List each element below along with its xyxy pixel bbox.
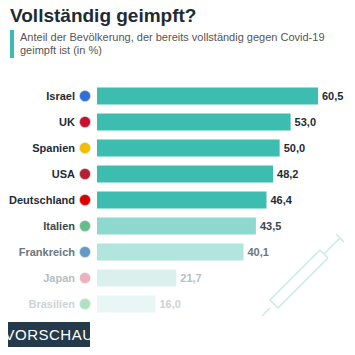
flag	[80, 143, 91, 154]
bar	[97, 270, 176, 287]
data-label: 40,1	[247, 246, 268, 258]
flag	[80, 273, 91, 284]
bar	[97, 166, 273, 183]
category-label: Israel	[46, 90, 75, 102]
subtitle: Anteil der Bevölkerung, der bereits voll…	[20, 31, 325, 56]
flag	[80, 299, 91, 310]
category-label: USA	[52, 168, 75, 180]
bar	[97, 140, 280, 157]
data-label: 48,2	[277, 168, 298, 180]
data-label: 21,7	[180, 272, 201, 284]
flag	[80, 195, 91, 206]
chart: Vollständig geimpft? Anteil der Bevölkeru…	[0, 0, 355, 355]
syringe-icon	[262, 234, 344, 316]
data-label: 46,4	[270, 194, 292, 206]
badge-text: VORSCHAU	[4, 326, 93, 343]
bar	[97, 114, 291, 131]
flag	[80, 91, 91, 102]
bar	[97, 218, 256, 235]
category-label: Deutschland	[9, 194, 75, 206]
data-label: 53,0	[295, 116, 316, 128]
category-label: Frankreich	[19, 246, 76, 258]
flag	[80, 169, 91, 180]
data-label: 50,0	[284, 142, 305, 154]
flag	[80, 117, 91, 128]
bars	[97, 88, 318, 313]
title: Vollständig geimpft?	[10, 5, 196, 26]
category-label: Japan	[43, 272, 75, 284]
bar	[97, 244, 243, 261]
syringe-path	[262, 234, 344, 316]
category-label: Spanien	[32, 142, 75, 154]
category-label: Brasilien	[29, 298, 76, 310]
category-label: UK	[59, 116, 75, 128]
bar	[97, 296, 155, 313]
flag	[80, 247, 91, 258]
subtitle-line: Anteil der Bevölkerung, der bereits voll…	[20, 31, 325, 43]
bar	[97, 192, 266, 209]
subtitle-accent	[10, 30, 14, 58]
flag	[80, 221, 91, 232]
data-label: 60,5	[322, 90, 343, 102]
bar	[97, 88, 318, 105]
subtitle-line: geimpft ist (in %)	[20, 44, 102, 56]
category-label: Italien	[43, 220, 75, 232]
data-label: 16,0	[159, 298, 180, 310]
data-label: 43,5	[260, 220, 281, 232]
